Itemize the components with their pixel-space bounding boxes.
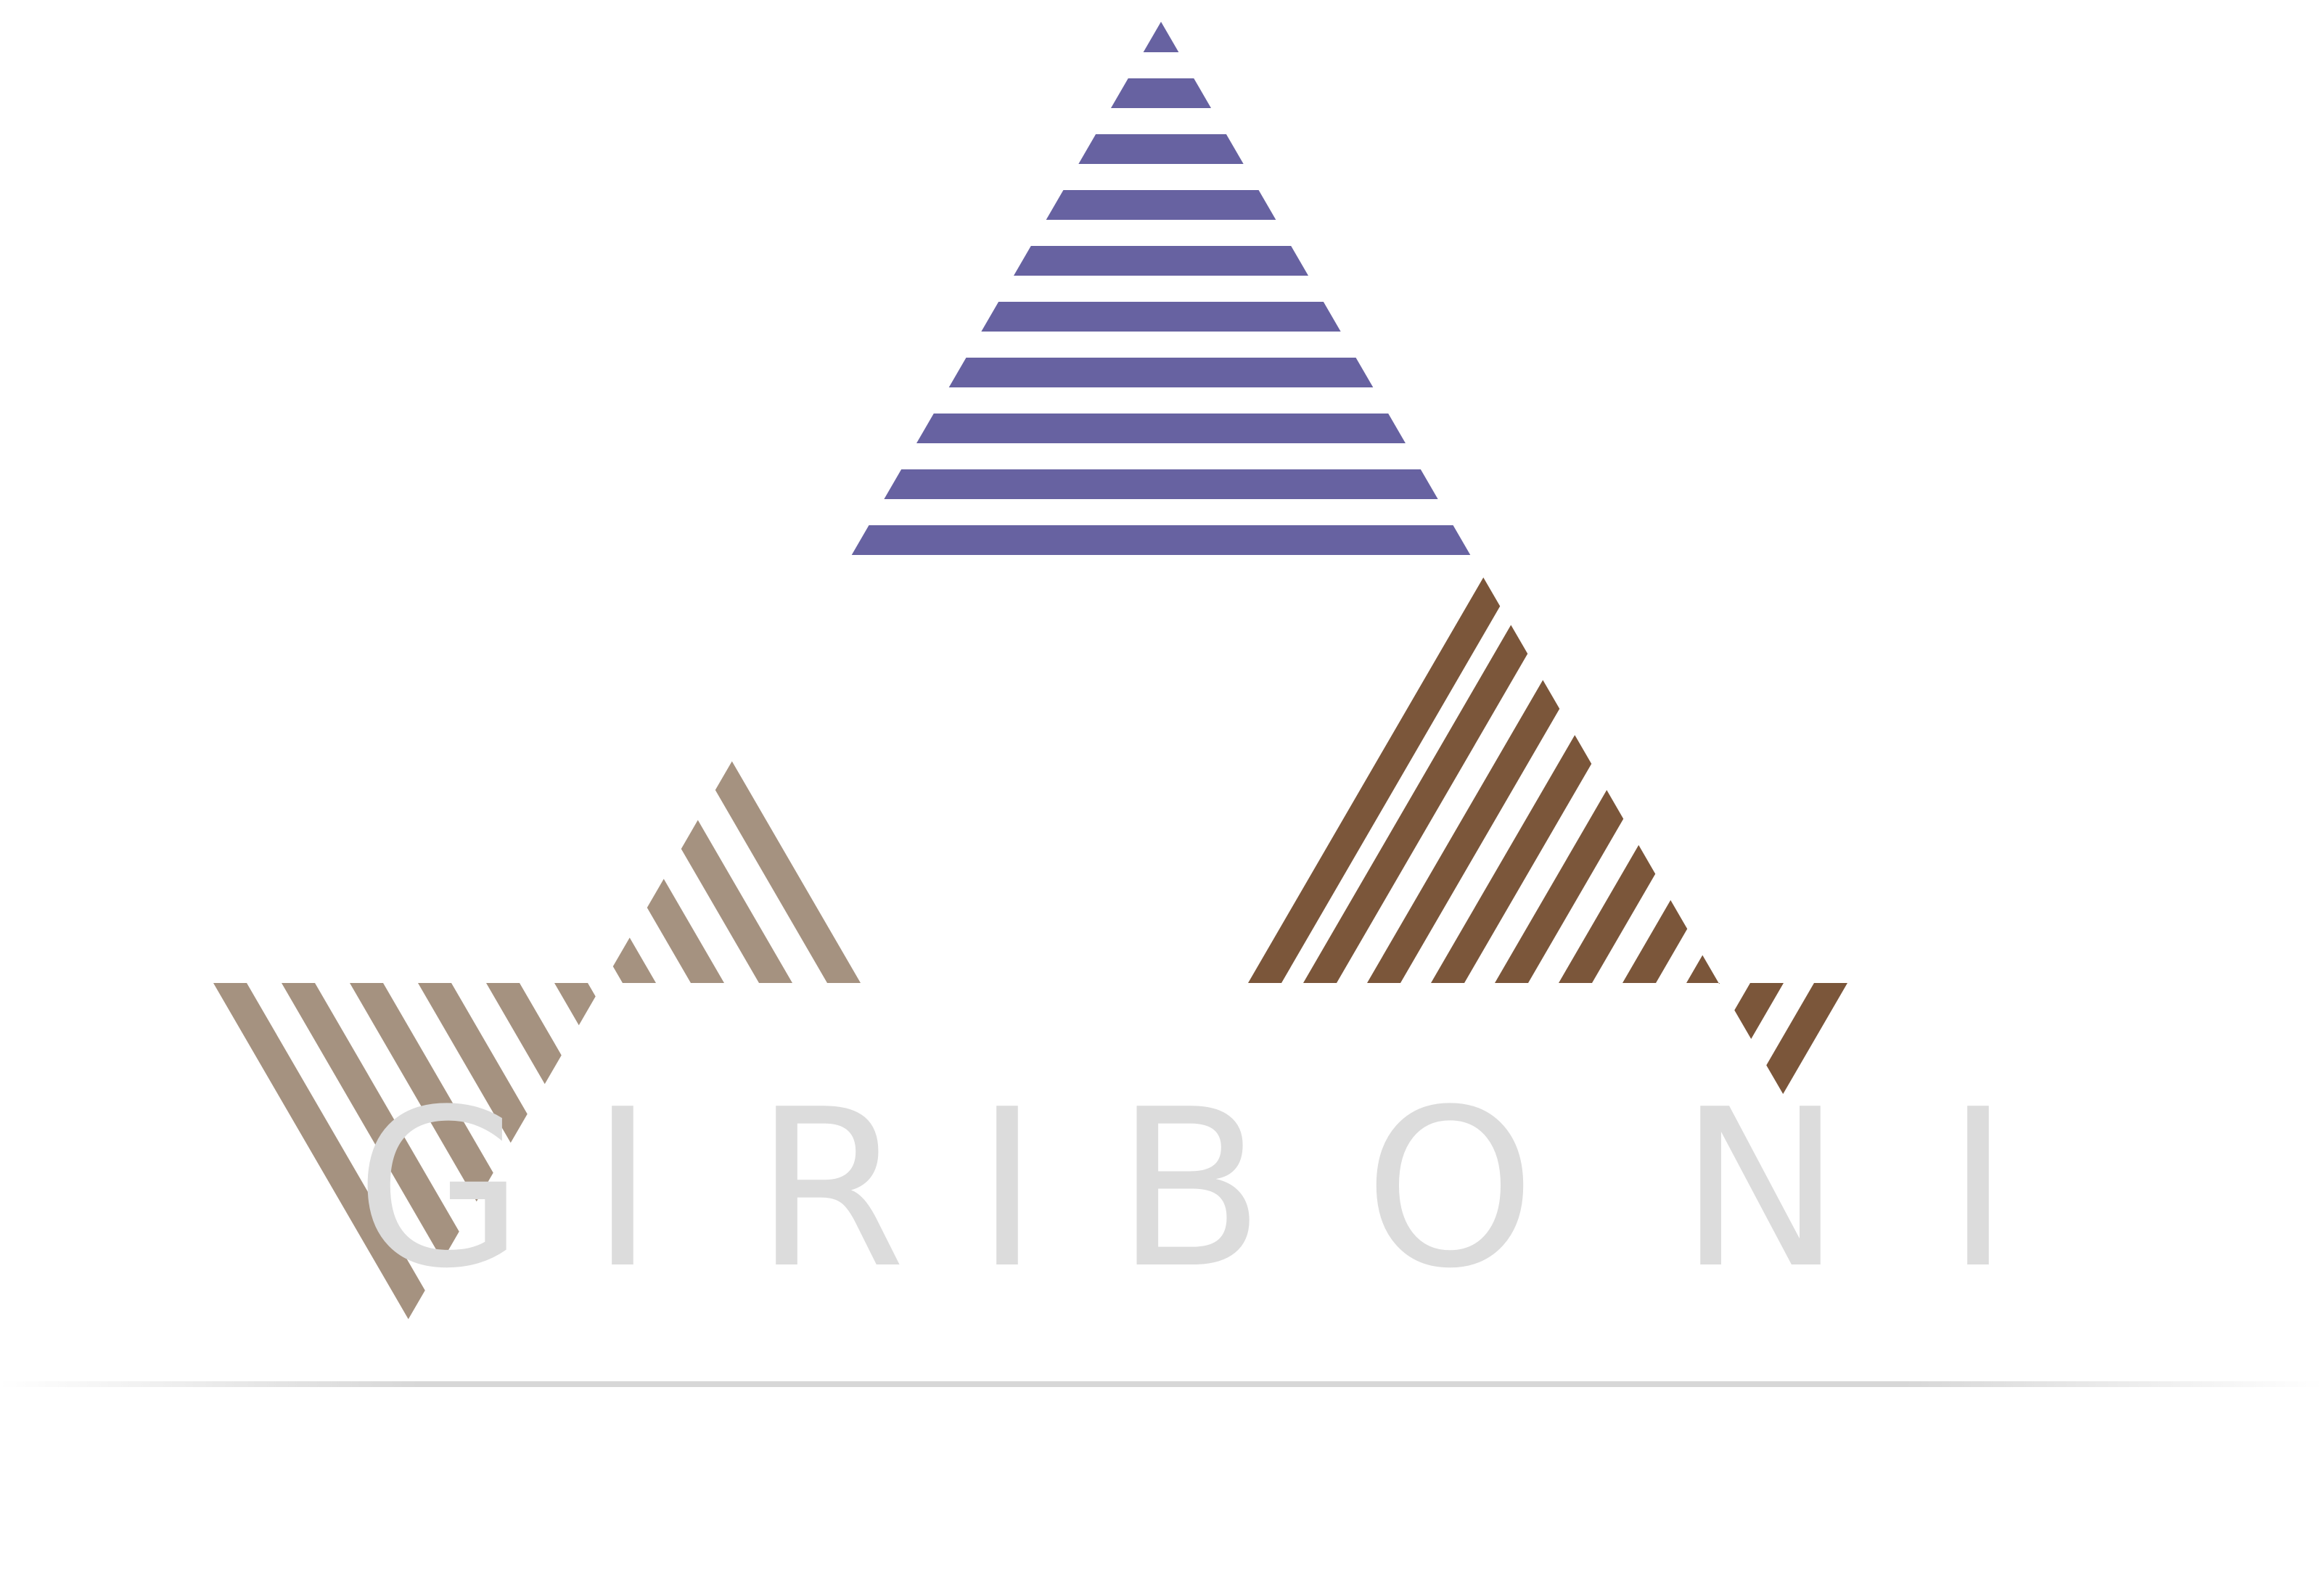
- logo-stripe: [1110, 78, 1212, 108]
- logo-stripe: [1046, 190, 1276, 220]
- logo-stripe: [681, 820, 792, 983]
- logo-stripe: [916, 414, 1406, 443]
- logo-stripe: [1014, 246, 1308, 276]
- logo-stripe: [1303, 625, 1528, 983]
- logo-stripe: [1431, 735, 1592, 983]
- brand-wordmark: G I R I B O N I: [0, 1081, 2322, 1299]
- logo-stripe: [981, 302, 1341, 332]
- wordmark-letter: I: [590, 1063, 655, 1316]
- logo-stripe: [282, 983, 459, 1261]
- logo-stripe: [1495, 790, 1624, 983]
- logo-stripe: [1248, 577, 1501, 983]
- logo-stripe: [948, 358, 1374, 387]
- wordmark-letter: I: [975, 1063, 1040, 1316]
- wordmark-letter: R: [754, 1063, 906, 1316]
- logo-stripe: [1686, 955, 1720, 984]
- logo-stripe: [715, 761, 861, 983]
- wordmark-letter: O: [1363, 1063, 1536, 1316]
- logo-stripe: [1367, 680, 1560, 983]
- logo-stripe: [884, 469, 1438, 499]
- wordmark-letter: G: [355, 1063, 525, 1316]
- wordmark-letter: N: [1678, 1063, 1842, 1316]
- logo-stripe: [1559, 844, 1656, 983]
- logo-stripe: [418, 983, 528, 1143]
- logo-stripe: [647, 879, 724, 983]
- divider-line: [0, 1381, 2322, 1387]
- wordmark-letter: B: [1115, 1063, 1265, 1316]
- logo-stripe: [851, 525, 1471, 555]
- logo-stripe: [554, 983, 596, 1026]
- logo-stripe: [213, 983, 425, 1320]
- tan-stripe-group: [213, 761, 861, 1320]
- logo-stripe: [1143, 22, 1179, 52]
- brown-stripe-group: [1248, 577, 1847, 1095]
- logo-stripe: [1734, 983, 1784, 1040]
- logo-stripe: [486, 983, 562, 1085]
- logo-stripe: [612, 937, 656, 983]
- purple-stripe-group: [851, 22, 1471, 555]
- logo-stripe: [1766, 983, 1847, 1095]
- logo-stripe: [1078, 134, 1244, 164]
- wordmark-letter: I: [1945, 1063, 2011, 1316]
- logo-stripe: [350, 983, 493, 1202]
- logo-stripe: [1622, 900, 1688, 983]
